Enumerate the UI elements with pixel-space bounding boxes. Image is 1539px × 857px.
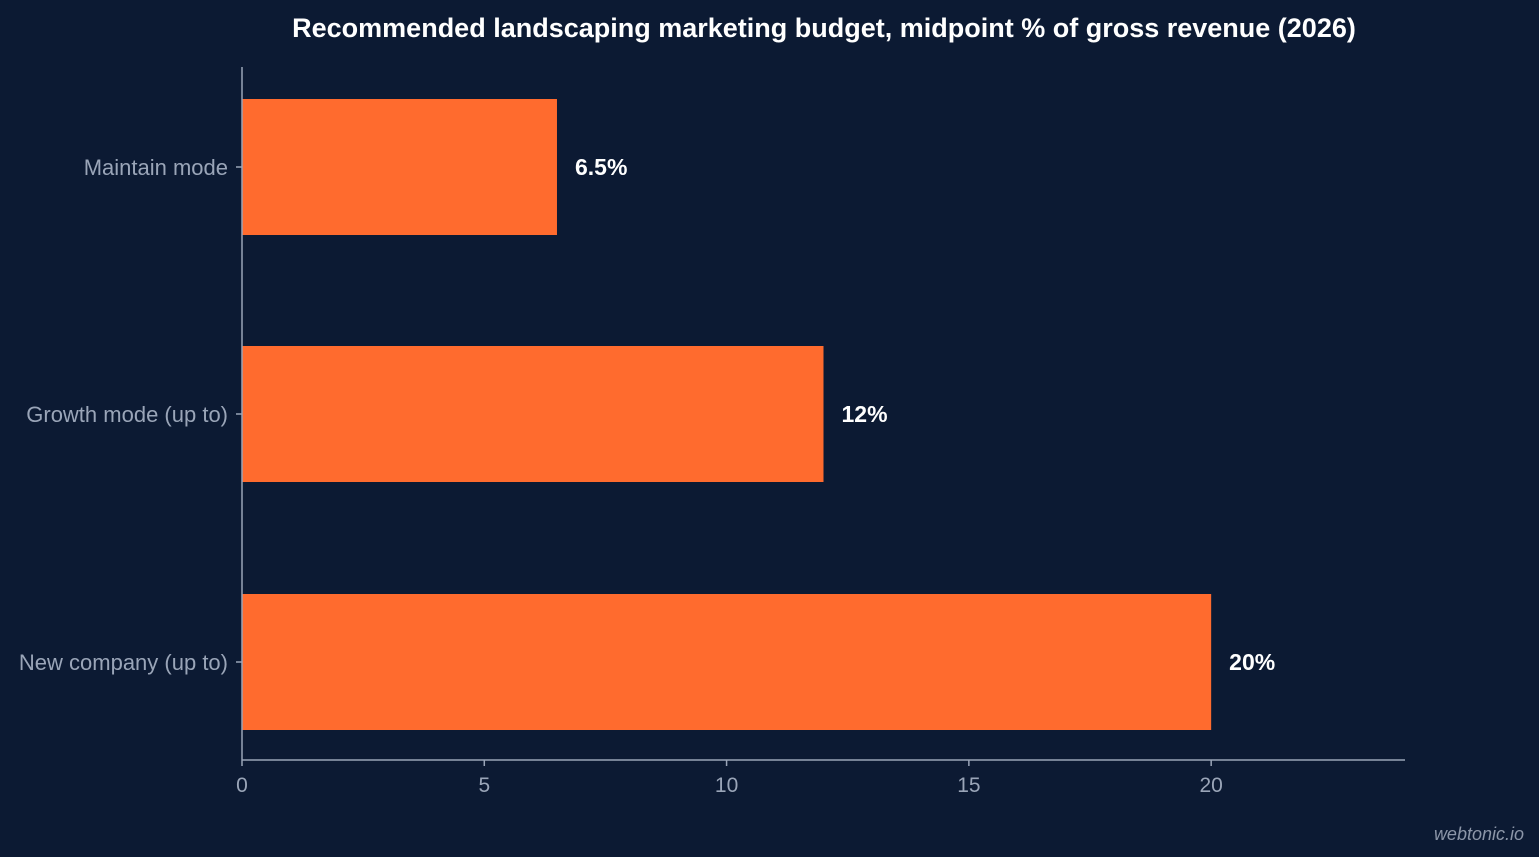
- bar-2: [242, 346, 824, 482]
- watermark-text: webtonic.io: [1434, 824, 1524, 844]
- category-label-1: Maintain mode: [84, 155, 228, 180]
- x-tick-label-20: 20: [1199, 774, 1222, 797]
- bars-layer: 6.5% 12% 20%: [242, 99, 1275, 730]
- axes-layer: Maintain mode Growth mode (up to) New comp…: [19, 67, 1405, 797]
- x-tick-label-10: 10: [715, 774, 738, 797]
- bar-3: [242, 594, 1212, 730]
- category-label-3: New company (up to): [19, 650, 228, 675]
- x-tick-label-5: 5: [478, 774, 490, 797]
- value-label-1: 6.5%: [575, 154, 627, 180]
- value-label-2: 12%: [842, 401, 888, 427]
- x-tick-label-15: 15: [957, 774, 980, 797]
- value-label-3: 20%: [1229, 649, 1275, 675]
- category-label-2: Growth mode (up to): [26, 402, 228, 427]
- bar-1: [242, 99, 557, 235]
- x-tick-label-0: 0: [236, 774, 248, 797]
- chart-title: Recommended landscaping marketing budget…: [292, 13, 1356, 43]
